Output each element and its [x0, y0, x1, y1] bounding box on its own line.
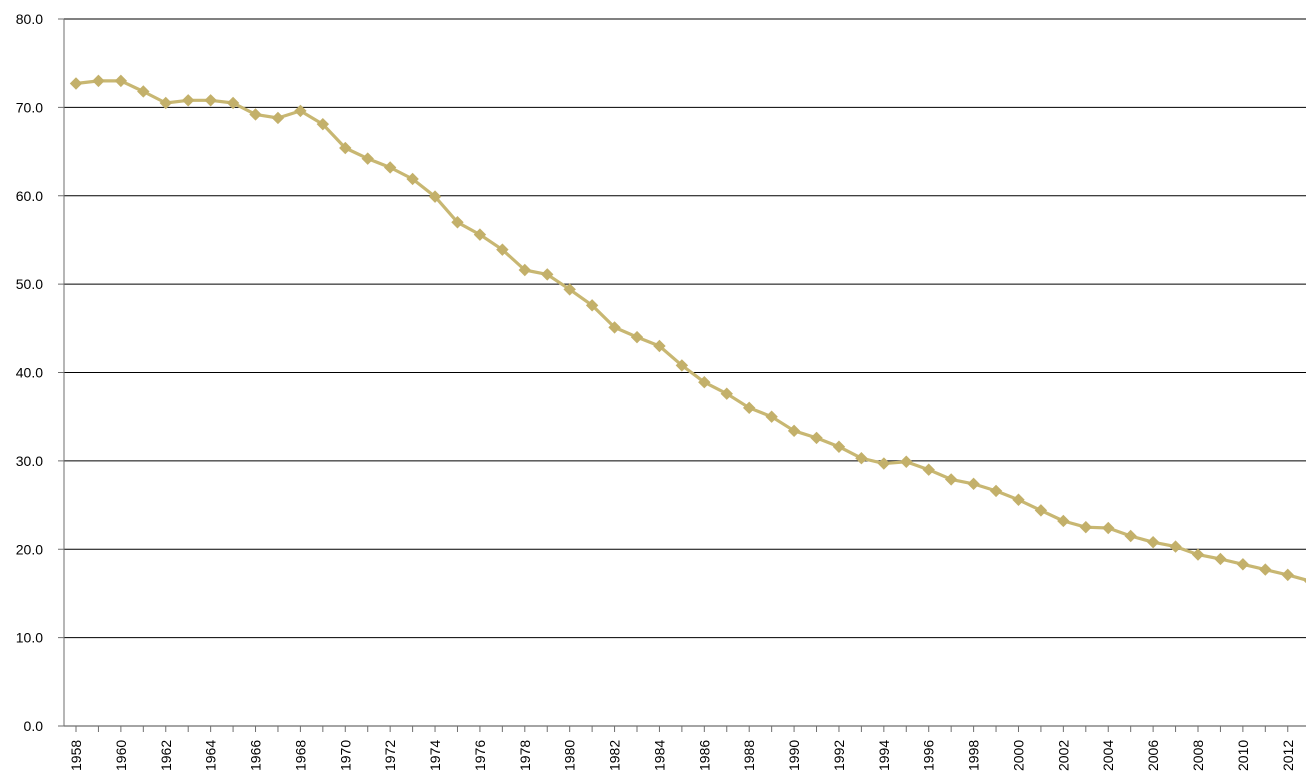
x-axis: 1958 1960 1962 1964 1966 1968 1970 1972 1974 1976…: [68, 726, 1306, 771]
x-tick-label: 2004: [1100, 740, 1116, 771]
x-tick-label: 1994: [876, 740, 892, 771]
data-point-marker: [1058, 515, 1069, 526]
data-point-marker: [272, 112, 283, 123]
x-tick-label: 1968: [292, 740, 308, 771]
data-point-marker: [632, 332, 643, 343]
x-tick-label: 1964: [203, 740, 219, 771]
data-point-marker: [1148, 537, 1159, 548]
x-tick-label: 1974: [427, 740, 443, 771]
y-tick-label: 20.0: [16, 541, 43, 557]
gridlines: [64, 19, 1306, 726]
x-tick-label: 2012: [1280, 740, 1296, 771]
data-point-marker: [878, 458, 889, 469]
y-tick-label: 0.0: [24, 718, 44, 734]
data-point-marker: [1193, 549, 1204, 560]
data-point-marker: [811, 432, 822, 443]
series-line: [76, 81, 1306, 581]
data-point-marker: [385, 162, 396, 173]
data-point-marker: [1170, 541, 1181, 552]
data-point-marker: [1013, 494, 1024, 505]
x-tick-label: 2002: [1055, 740, 1071, 771]
data-point-marker: [1237, 559, 1248, 570]
y-tick-label: 70.0: [16, 99, 43, 115]
data-point-marker: [1215, 553, 1226, 564]
data-point-marker: [71, 78, 82, 89]
data-point-marker: [901, 456, 912, 467]
x-tick-label: 2010: [1235, 740, 1251, 771]
data-point-marker: [183, 95, 194, 106]
data-point-marker: [968, 478, 979, 489]
y-tick-label: 10.0: [16, 630, 43, 646]
data-point-marker: [205, 95, 216, 106]
x-tick-label: 1970: [337, 740, 353, 771]
x-tick-label: 2008: [1190, 740, 1206, 771]
x-tick-label: 1972: [382, 740, 398, 771]
x-tick-label: 2000: [1010, 740, 1026, 771]
data-point-marker: [138, 86, 149, 97]
x-tick-label: 2006: [1145, 740, 1161, 771]
y-tick-label: 60.0: [16, 188, 43, 204]
x-tick-label: 1976: [472, 740, 488, 771]
x-tick-label: 1986: [696, 740, 712, 771]
x-tick-label: 1992: [831, 740, 847, 771]
x-tick-label: 1980: [562, 740, 578, 771]
x-tick-label: 1996: [921, 740, 937, 771]
x-tick-label: 1984: [651, 740, 667, 771]
x-tick-label: 1960: [113, 740, 129, 771]
y-tick-label: 50.0: [16, 276, 43, 292]
y-tick-label: 30.0: [16, 453, 43, 469]
data-point-marker: [856, 453, 867, 464]
x-tick-label: 1962: [158, 740, 174, 771]
y-tick-label: 80.0: [16, 11, 43, 27]
data-point-marker: [160, 97, 171, 108]
x-tick-label: 1966: [248, 740, 264, 771]
x-tick-label: 1958: [68, 740, 84, 771]
x-tick-label: 1978: [517, 740, 533, 771]
x-tick-label: 1998: [966, 740, 982, 771]
data-point-marker: [923, 464, 934, 475]
data-point-marker: [1282, 569, 1293, 580]
data-point-marker: [833, 441, 844, 452]
x-tick-label: 1988: [741, 740, 757, 771]
data-point-marker: [1260, 564, 1271, 575]
data-point-marker: [250, 109, 261, 120]
y-axis: 0.0 10.0 20.0 30.0 40.0 50.0 60.0 70.0 80.0: [16, 11, 64, 734]
data-point-marker: [93, 75, 104, 86]
data-point-marker: [1035, 505, 1046, 516]
data-point-marker: [946, 474, 957, 485]
data-series: [71, 75, 1306, 586]
x-tick-label: 1990: [786, 740, 802, 771]
data-point-marker: [228, 97, 239, 108]
data-point-marker: [362, 153, 373, 164]
data-point-marker: [991, 485, 1002, 496]
data-point-marker: [1080, 522, 1091, 533]
data-point-marker: [1103, 523, 1114, 534]
data-point-marker: [115, 75, 126, 86]
y-tick-label: 40.0: [16, 365, 43, 381]
data-point-marker: [1125, 530, 1136, 541]
x-tick-label: 1982: [607, 740, 623, 771]
